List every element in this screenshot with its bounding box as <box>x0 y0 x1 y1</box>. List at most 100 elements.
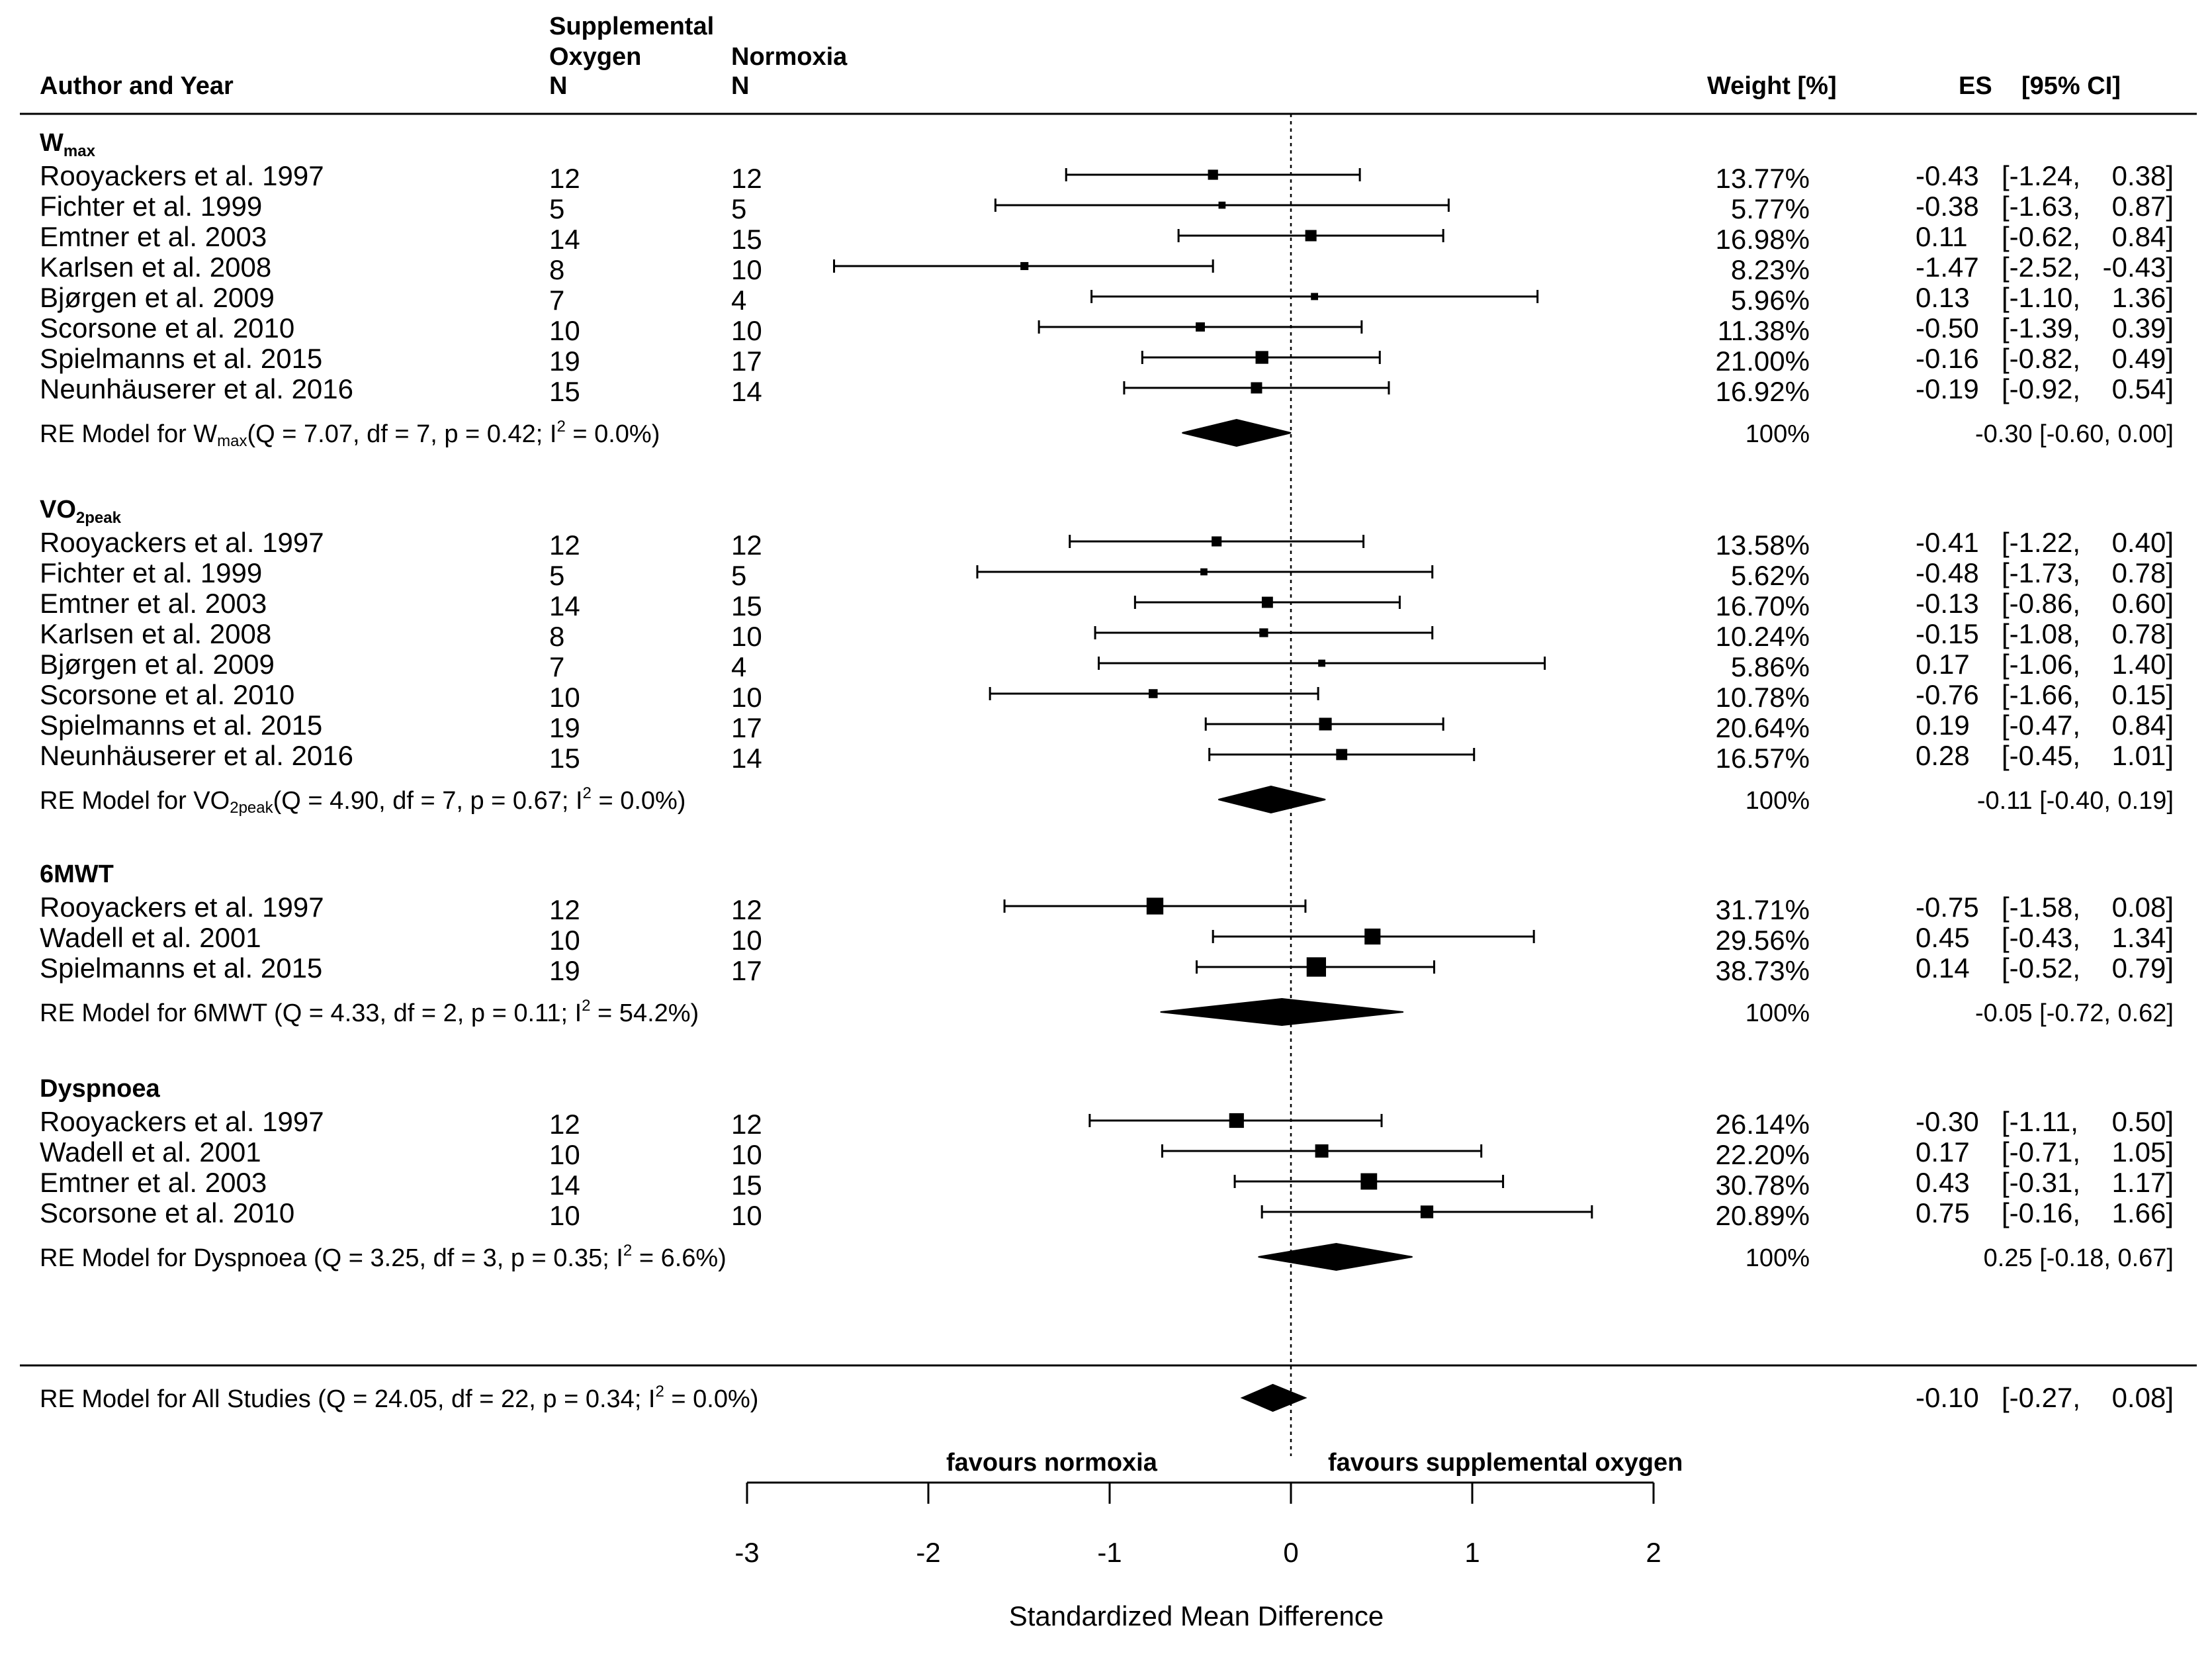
study-ci-lower: [-0.43, <box>2002 922 2080 953</box>
study-es: 0.17 <box>1916 649 1970 680</box>
study-ci-lower: [-0.16, <box>2002 1197 2080 1228</box>
study-ci-upper: 0.84] <box>2112 221 2174 252</box>
study-weight: 26.14% <box>1716 1109 1810 1140</box>
study-n-oxygen: 10 <box>549 1139 580 1170</box>
study-n-oxygen: 14 <box>549 224 580 255</box>
study-weight: 22.20% <box>1716 1139 1810 1170</box>
study-author: Karlsen et al. 2008 <box>40 618 271 649</box>
study-author: Karlsen et al. 2008 <box>40 252 271 283</box>
study-ci-upper: 0.49] <box>2112 343 2174 374</box>
study-n-normoxia: 15 <box>731 1170 762 1201</box>
study-weight: 5.96% <box>1731 285 1810 316</box>
study-es: -0.41 <box>1916 527 1979 558</box>
study-ci-upper: 0.38] <box>2112 160 2174 191</box>
model-label-vo2peak: RE Model for VO2peak(Q = 4.90, df = 7, p… <box>40 784 686 817</box>
model-diamond-wmax <box>1182 418 1292 447</box>
study-author: Scorsone et al. 2010 <box>40 679 294 710</box>
study-ci-upper: 0.39] <box>2112 312 2174 344</box>
study-n-oxygen: 5 <box>549 193 564 224</box>
study-author: Rooyackers et al. 1997 <box>40 527 324 558</box>
study-n-normoxia: 14 <box>731 743 762 774</box>
study-ci-upper: 0.87] <box>2112 191 2174 222</box>
study-weight: 5.86% <box>1731 651 1810 682</box>
study-ci-lower: [-0.92, <box>2002 373 2080 404</box>
study-ci-upper: 1.66] <box>2112 1197 2174 1228</box>
study-es: 0.11 <box>1916 221 1968 252</box>
study-weight: 21.00% <box>1716 345 1810 377</box>
study-n-oxygen: 7 <box>549 651 564 682</box>
study-weight: 13.77% <box>1716 163 1810 194</box>
study-es: 0.17 <box>1916 1136 1970 1168</box>
x-tick-label: -3 <box>734 1537 759 1568</box>
study-es: -1.47 <box>1916 252 1979 283</box>
study-n-normoxia: 12 <box>731 1109 762 1140</box>
study-weight: 16.70% <box>1716 590 1810 621</box>
study-author: Bjørgen et al. 2009 <box>40 282 275 313</box>
study-weight: 10.78% <box>1716 682 1810 713</box>
study-n-oxygen: 19 <box>549 955 580 986</box>
study-n-normoxia: 10 <box>731 1200 762 1231</box>
study-es: -0.13 <box>1916 588 1979 619</box>
study-n-normoxia: 15 <box>731 224 762 255</box>
study-author: Rooyackers et al. 1997 <box>40 892 324 923</box>
study-n-oxygen: 5 <box>549 560 564 591</box>
study-ci-upper: 1.01] <box>2112 740 2174 771</box>
study-author: Spielmanns et al. 2015 <box>40 343 322 374</box>
study-marker <box>1251 382 1262 394</box>
study-weight: 29.56% <box>1716 925 1810 956</box>
study-ci-upper: 0.78] <box>2112 618 2174 649</box>
study-ci-lower: [-1.11, <box>2002 1106 2078 1137</box>
study-es: -0.76 <box>1916 679 1979 710</box>
study-ci-lower: [-0.47, <box>2002 710 2080 741</box>
study-n-normoxia: 17 <box>731 345 762 377</box>
study-marker <box>1146 897 1164 915</box>
study-n-normoxia: 12 <box>731 529 762 561</box>
study-n-oxygen: 15 <box>549 376 580 407</box>
study-weight: 5.62% <box>1731 560 1810 591</box>
study-es: -0.43 <box>1916 160 1979 191</box>
study-ci-lower: [-1.58, <box>2002 892 2080 923</box>
study-ci-lower: [-0.45, <box>2002 740 2080 771</box>
model-label-6mwt: RE Model for 6MWT (Q = 4.33, df = 2, p =… <box>40 997 699 1027</box>
study-ci-upper: 1.40] <box>2112 649 2174 680</box>
header-normoxia-n: N <box>731 72 749 100</box>
x-axis: favours normoxia favours supplemental oxy… <box>734 114 1683 1631</box>
study-es: 0.45 <box>1916 922 1970 953</box>
overall-ci-upper: 0.08] <box>2112 1382 2174 1413</box>
study-weight: 10.24% <box>1716 621 1810 652</box>
study-n-oxygen: 14 <box>549 590 580 621</box>
study-n-normoxia: 4 <box>731 651 746 682</box>
model-weight: 100% <box>1746 787 1810 815</box>
study-n-normoxia: 10 <box>731 925 762 956</box>
study-n-oxygen: 8 <box>549 621 564 652</box>
study-n-normoxia: 10 <box>731 621 762 652</box>
study-es: -0.19 <box>1916 373 1979 404</box>
header-ci: [95% CI] <box>2021 72 2121 100</box>
x-tick-label: -2 <box>916 1537 940 1568</box>
study-es: 0.14 <box>1916 952 1970 984</box>
study-ci-upper: 1.36] <box>2112 282 2174 313</box>
study-ci-lower: [-1.63, <box>2002 191 2080 222</box>
study-es: 0.75 <box>1916 1197 1970 1228</box>
x-tick-label: -1 <box>1097 1537 1122 1568</box>
study-weight: 13.58% <box>1716 529 1810 561</box>
study-n-normoxia: 5 <box>731 560 746 591</box>
study-n-oxygen: 10 <box>549 682 580 713</box>
study-marker <box>1319 717 1332 731</box>
study-author: Neunhäuserer et al. 2016 <box>40 740 353 771</box>
header-es: ES <box>1959 72 1992 100</box>
study-weight: 20.64% <box>1716 712 1810 743</box>
study-marker <box>1259 628 1268 637</box>
study-es: 0.19 <box>1916 710 1970 741</box>
study-ci-upper: 0.84] <box>2112 710 2174 741</box>
study-n-oxygen: 12 <box>549 894 580 925</box>
study-author: Emtner et al. 2003 <box>40 588 267 619</box>
study-author: Bjørgen et al. 2009 <box>40 649 275 680</box>
study-n-oxygen: 12 <box>549 1109 580 1140</box>
group-title-dyspnoea: Dyspnoea <box>40 1075 160 1103</box>
study-author: Emtner et al. 2003 <box>40 221 267 252</box>
study-marker <box>1261 596 1273 608</box>
header-oxygen: Oxygen <box>549 43 641 71</box>
